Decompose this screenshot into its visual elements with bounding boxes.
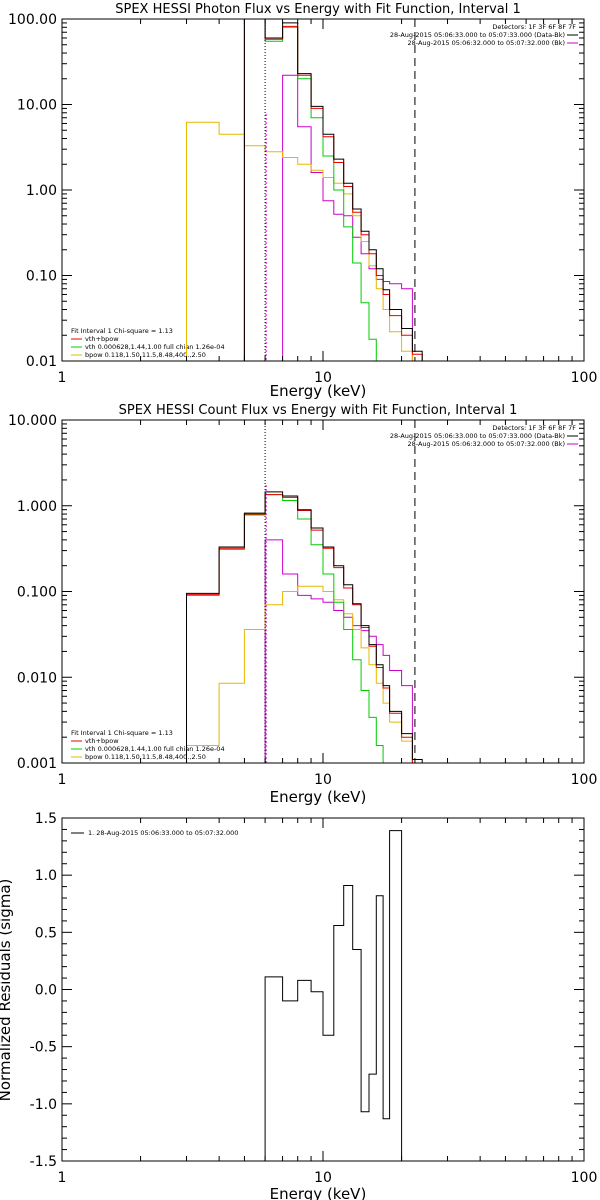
vth-plus-bpow-series bbox=[186, 494, 423, 763]
count-flux-panel: SPEX HESSI Count Flux vs Energy with Fit… bbox=[8, 403, 597, 806]
photon-flux-panel: SPEX HESSI Photon Flux vs Energy with Fi… bbox=[8, 2, 597, 400]
count-flux-xlabel: Energy (keV) bbox=[270, 788, 367, 806]
y-tick-label: 100.00 bbox=[8, 12, 57, 28]
fit-legend-chisq: Fit Interval 1 Chi-square = 1.13 bbox=[71, 729, 173, 737]
residuals-ylabel: Normalized Residuals (sigma) bbox=[0, 879, 14, 1102]
x-tick-label: 1 bbox=[58, 370, 67, 386]
header-data-interval: 28-Aug-2015 05:06:33.000 to 05:07:33.000… bbox=[390, 432, 565, 440]
bpow-series bbox=[186, 585, 423, 763]
photon-flux-title: SPEX HESSI Photon Flux vs Energy with Fi… bbox=[115, 2, 521, 17]
header-bk-interval: 28-Aug-2015 05:06:32.000 to 05:07:32.000… bbox=[408, 39, 565, 47]
x-tick-label: 1 bbox=[58, 1170, 67, 1186]
photon-flux-fit-legend: Fit Interval 1 Chi-square = 1.13 vth+bpo… bbox=[71, 327, 225, 359]
plot-frame bbox=[61, 817, 585, 1162]
count-flux-title: SPEX HESSI Count Flux vs Energy with Fit… bbox=[119, 403, 518, 418]
data-layer bbox=[264, 830, 403, 1161]
fit-legend-chisq: Fit Interval 1 Chi-square = 1.13 bbox=[71, 327, 173, 335]
x-tick-label: 1 bbox=[58, 772, 67, 788]
count-flux-header: Detectors: 1F 3F 6F 8F 7F 28-Aug-2015 05… bbox=[390, 424, 576, 448]
x-tick-label: 100 bbox=[571, 370, 598, 386]
background-series bbox=[264, 539, 413, 763]
y-tick-label: 1.00 bbox=[26, 183, 57, 199]
y-tick-label: 0.100 bbox=[17, 585, 57, 601]
header-detectors: Detectors: 1F 3F 6F 8F 7F bbox=[492, 424, 576, 432]
fit-legend-vth: vth 0.000628,1.44,1.00 full chian 1.26e-… bbox=[85, 745, 225, 753]
vth-series bbox=[186, 494, 384, 763]
y-tick-label: 1.5 bbox=[35, 811, 57, 827]
residuals-legend-label: 1. 28-Aug-2015 05:06:33.000 to 05:07:32.… bbox=[88, 829, 238, 837]
y-tick-label: 10.000 bbox=[8, 413, 57, 429]
data-layer bbox=[186, 491, 423, 763]
count-flux-fit-legend: Fit Interval 1 Chi-square = 1.13 vth+bpo… bbox=[71, 729, 225, 761]
y-tick-label: 0.01 bbox=[26, 354, 57, 370]
y-tick-label: 0.0 bbox=[35, 983, 57, 999]
y-tick-label: -1.5 bbox=[30, 1154, 57, 1170]
header-bk-interval: 28-Aug-2015 05:06:32.000 to 05:07:32.000… bbox=[408, 440, 565, 448]
x-tick-label: 100 bbox=[571, 772, 598, 788]
y-tick-label: 0.10 bbox=[26, 269, 57, 285]
photon-flux-header: Detectors: 1F 3F 6F 8F 7F 28-Aug-2015 05… bbox=[390, 23, 576, 47]
y-tick-label: -0.5 bbox=[30, 1040, 57, 1056]
data-layer bbox=[186, 19, 423, 361]
y-tick-label: 0.010 bbox=[17, 670, 57, 686]
background-series bbox=[282, 74, 413, 361]
fit-legend-vth: vth 0.000628,1.44,1.00 full chian 1.26e-… bbox=[85, 343, 225, 351]
fit-legend-bpow: bpow 0.118,1.50,11.5,8.48,400.,2.50 bbox=[85, 351, 206, 359]
total-fit-series bbox=[264, 830, 403, 1161]
total-fit-series bbox=[243, 19, 423, 361]
residuals-panel: Energy (keV) Normalized Residuals (sigma… bbox=[0, 811, 597, 1200]
x-tick-label: 100 bbox=[571, 1170, 598, 1186]
y-tick-label: -1.0 bbox=[30, 1097, 57, 1113]
residuals-xlabel: Energy (keV) bbox=[270, 1185, 367, 1200]
x-tick-label: 10 bbox=[314, 370, 332, 386]
photon-flux-xlabel: Energy (keV) bbox=[270, 382, 367, 400]
vth-series bbox=[243, 19, 377, 361]
y-tick-label: 1.0 bbox=[35, 868, 57, 884]
total-fit-series bbox=[186, 491, 423, 763]
y-tick-label: 0.5 bbox=[35, 925, 57, 941]
x-tick-label: 10 bbox=[314, 772, 332, 788]
fit-legend-bpow: bpow 0.118,1.50,11.5,8.48,400.,2.50 bbox=[85, 753, 206, 761]
fit-legend-vth-bk: vth+bpow bbox=[85, 335, 119, 343]
y-tick-label: 0.001 bbox=[17, 756, 57, 772]
fit-legend-vth-bk: vth+bpow bbox=[85, 737, 119, 745]
header-detectors: Detectors: 1F 3F 6F 8F 7F bbox=[492, 23, 576, 31]
y-tick-label: 1.000 bbox=[17, 499, 57, 515]
y-tick-label: 10.00 bbox=[17, 98, 57, 114]
header-data-interval: 28-Aug-2015 05:06:33.000 to 05:07:33.000… bbox=[390, 31, 565, 39]
x-tick-label: 10 bbox=[314, 1170, 332, 1186]
bpow-series bbox=[186, 121, 413, 361]
